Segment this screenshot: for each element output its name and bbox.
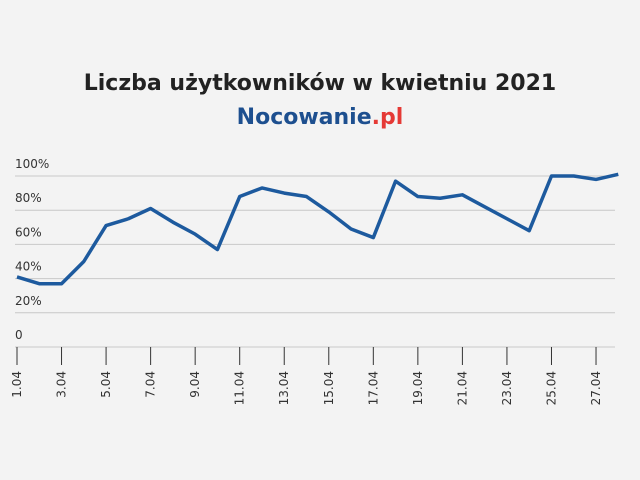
y-tick-label: 60% [15,225,42,239]
x-tick-label: 23.04 [500,371,514,405]
x-tick-label: 13.04 [277,371,291,405]
x-tick-label: 25.04 [544,371,558,405]
x-tick-label: 7.04 [144,371,158,398]
x-tick-label: 3.04 [55,371,69,398]
y-tick-label: 100% [15,157,49,171]
x-tick-label: 1.04 [10,371,24,398]
x-tick-label: 11.04 [233,371,247,405]
y-tick-label: 40% [15,260,42,274]
y-tick-label: 80% [15,191,42,205]
x-tick-label: 19.04 [411,371,425,405]
brand-name: Nocowanie [237,105,372,130]
x-tick-label: 21.04 [455,371,469,405]
x-tick-label: 5.04 [99,371,113,398]
x-tick-label: 15.04 [322,371,336,405]
brand-domain: .pl [372,105,404,130]
x-tick-label: 27.04 [589,371,603,405]
line [16,172,619,286]
x-tick-label: 9.04 [188,371,202,398]
y-tick-label: 20% [15,294,42,308]
chart-title: Liczba użytkowników w kwietniu 2021 [84,71,556,96]
x-tick-label: 17.04 [366,371,380,405]
brand: Nocowanie.pl [237,105,404,130]
y-tick-label: 0 [15,328,23,342]
